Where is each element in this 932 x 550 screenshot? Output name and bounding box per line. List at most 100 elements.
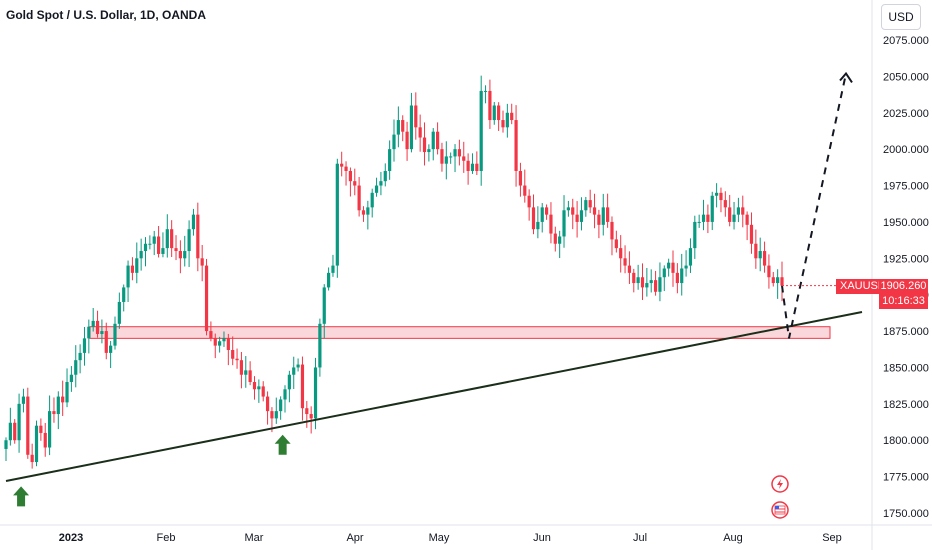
candle [109, 340, 113, 369]
time-axis[interactable]: 2023 Feb Mar Apr May Jun Jul Aug Sep [0, 524, 932, 544]
dividend-lightning-icon[interactable] [771, 475, 789, 493]
price-tick-label: 2025.000 [883, 108, 929, 120]
candle [78, 344, 82, 374]
trendline-layer[interactable] [5, 71, 872, 482]
candle [479, 75, 483, 186]
candle [366, 200, 370, 230]
price-axis[interactable]: 2075.000 2050.000 2025.000 2000.000 1975.000… [871, 0, 929, 550]
candle [348, 167, 353, 197]
economic-event-flag-icon[interactable] [771, 501, 789, 519]
candle [39, 418, 43, 441]
candle [497, 102, 501, 131]
candle [728, 194, 732, 227]
currency-button[interactable]: USD [881, 4, 921, 30]
candle [21, 388, 26, 413]
candle [396, 106, 400, 148]
candle [680, 253, 684, 296]
candle [658, 262, 662, 302]
candle [780, 261, 784, 302]
ticker-badge: XAUUSD [836, 279, 886, 294]
candle [113, 316, 117, 350]
candle [653, 270, 658, 296]
candle [732, 201, 736, 230]
event-icons[interactable] [771, 475, 789, 519]
candle [754, 229, 758, 269]
support-zone[interactable] [89, 326, 831, 339]
time-tick-label: Feb [157, 532, 176, 544]
candle [69, 366, 73, 392]
candle [745, 211, 749, 241]
candle [719, 187, 723, 213]
candle [239, 351, 244, 389]
candle [17, 393, 21, 453]
candle [152, 230, 156, 256]
candle [322, 284, 326, 339]
candle [736, 197, 741, 223]
candlestick-series [4, 75, 784, 469]
candle [261, 381, 265, 402]
candle [274, 397, 278, 424]
time-tick-label: Jul [633, 532, 647, 544]
candle [283, 385, 287, 413]
candle [623, 245, 627, 274]
candle [422, 122, 427, 166]
candle [440, 142, 444, 172]
candle [252, 376, 257, 400]
candle [183, 235, 187, 267]
candle [174, 235, 178, 261]
candle [165, 214, 169, 258]
candle [196, 202, 200, 272]
candle [715, 183, 719, 208]
price-tick-label: 1800.000 [883, 435, 929, 447]
support-trendline[interactable] [5, 310, 863, 482]
time-tick-label: 2023 [59, 532, 83, 544]
candle [627, 251, 632, 284]
time-tick-label: Sep [822, 532, 842, 544]
candle [244, 356, 248, 388]
projection-path[interactable] [781, 73, 847, 339]
price-tick-label: 1775.000 [883, 472, 929, 484]
candle [418, 114, 422, 152]
candle [771, 271, 775, 287]
candle [139, 238, 143, 271]
candle [248, 361, 252, 386]
candle [671, 250, 675, 287]
price-tick-label: 1950.000 [883, 217, 929, 229]
candle [135, 242, 139, 284]
candle [200, 244, 204, 282]
candle [122, 284, 126, 312]
candle [475, 151, 479, 175]
time-tick-label: Apr [346, 532, 363, 544]
candle [636, 264, 640, 290]
candle [218, 336, 222, 353]
candle [632, 268, 636, 293]
candle [693, 215, 697, 259]
candle [117, 292, 121, 329]
price-tick-label: 1925.000 [883, 253, 929, 265]
candle [758, 237, 762, 272]
candle [104, 322, 108, 360]
candle [13, 419, 17, 444]
candle [483, 85, 488, 104]
candle [762, 241, 767, 273]
price-tick-label: 2075.000 [883, 35, 929, 47]
candle [453, 144, 457, 173]
candle [688, 238, 693, 273]
candle [305, 401, 309, 428]
candle [697, 214, 701, 228]
candle [462, 141, 466, 173]
candle [313, 357, 318, 430]
support-zone-layer [89, 326, 831, 339]
candle [606, 193, 610, 228]
candle [667, 258, 671, 277]
candle [213, 333, 217, 359]
up-arrow-marker [274, 434, 291, 455]
candle [571, 198, 575, 230]
candle [575, 201, 579, 238]
candle [427, 144, 431, 162]
price-tick-label: 1750.000 [883, 508, 929, 520]
candle [645, 267, 649, 297]
candle [95, 310, 100, 338]
price-tick-label: 2000.000 [883, 144, 929, 156]
